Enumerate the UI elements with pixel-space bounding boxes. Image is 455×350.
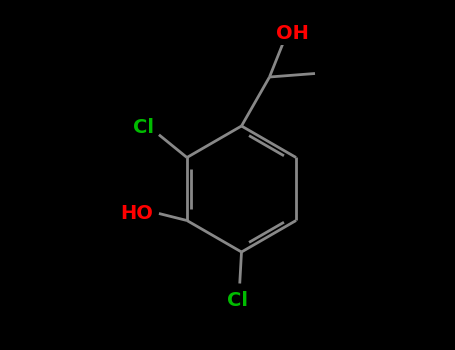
Text: OH: OH bbox=[276, 24, 308, 43]
Text: HO: HO bbox=[120, 204, 152, 223]
Text: Cl: Cl bbox=[228, 292, 248, 310]
Text: Cl: Cl bbox=[133, 118, 154, 137]
